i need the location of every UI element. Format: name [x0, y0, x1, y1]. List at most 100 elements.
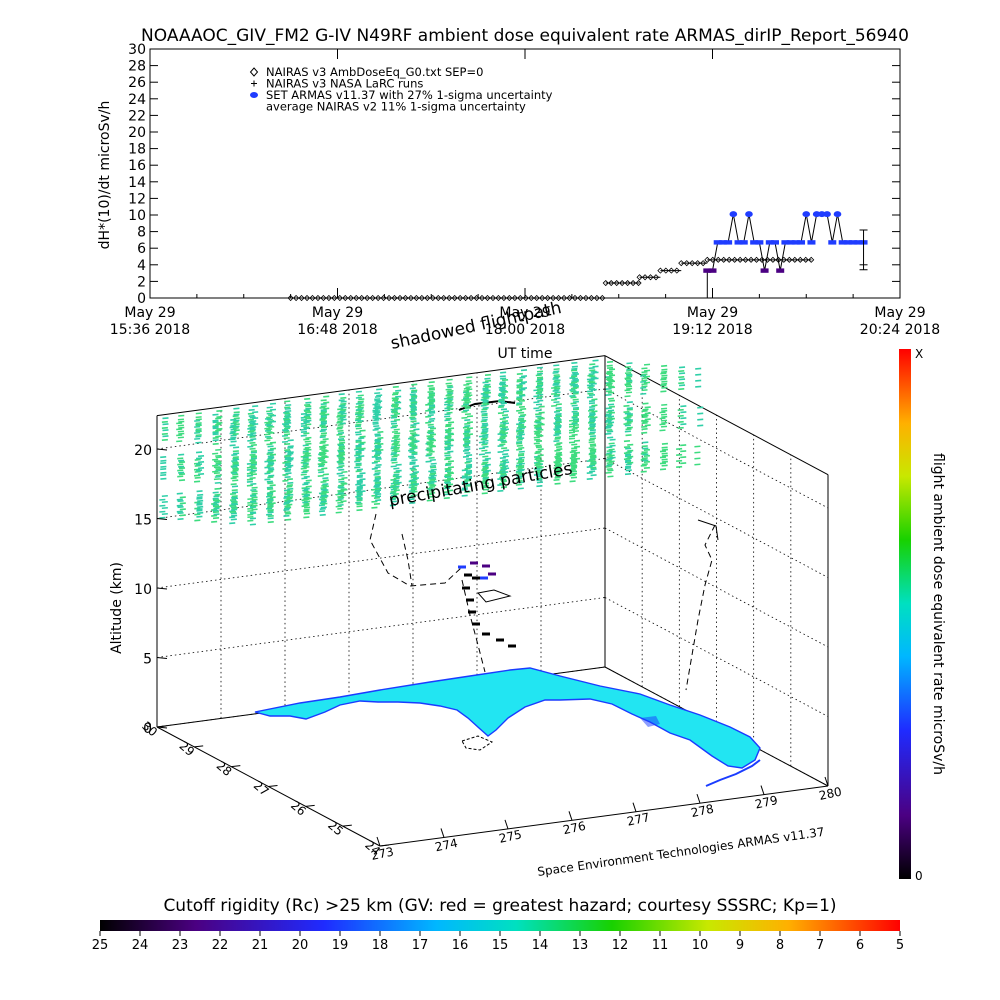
rigidity-dash — [641, 371, 648, 374]
rigidity-dash — [212, 431, 219, 434]
rigidity-dash — [371, 467, 378, 470]
rigidity-dash — [444, 479, 451, 482]
rigidity-dash — [179, 502, 186, 505]
rigidity-dash — [537, 416, 544, 419]
rigidity-dash — [197, 460, 205, 464]
rigidity-dash — [246, 484, 253, 487]
rigidity-dash — [303, 448, 310, 451]
rigidity-dash — [518, 405, 526, 408]
rigidity-dash — [159, 498, 166, 501]
armas-point — [791, 240, 800, 245]
rigidity-dash — [266, 412, 273, 415]
rigidity-dash — [502, 465, 509, 468]
rigidity-dash — [212, 458, 219, 461]
rigidity-dash — [212, 452, 219, 455]
rigidity-dash — [281, 434, 289, 437]
rigidity-dash — [340, 406, 347, 409]
rigidity-dash — [426, 437, 433, 440]
rigidity-dash — [516, 438, 523, 441]
rigidity-dash — [555, 414, 562, 417]
rigidity-dash — [194, 476, 201, 479]
rigidity-dash — [447, 450, 454, 453]
rigidity-dash — [338, 451, 345, 454]
rigidity-dash — [429, 464, 436, 468]
rigidity-dash — [408, 492, 415, 495]
rigidity-dash — [606, 452, 613, 455]
rigidity-dash — [268, 419, 275, 423]
rigidity-dash — [589, 470, 596, 473]
rigidity-dash — [409, 387, 416, 390]
rigidity-dash — [266, 492, 273, 495]
rigidity-dash — [250, 482, 257, 486]
rigidity-dash — [445, 437, 452, 440]
rigidity-dash — [461, 469, 468, 472]
rigidity-dash — [445, 382, 452, 385]
rigidity-dash — [285, 466, 292, 469]
rigidity-dash — [444, 458, 451, 461]
y-tick-label: 8 — [137, 225, 146, 241]
rigidity-dash — [426, 493, 433, 496]
rigidity-dash — [427, 423, 434, 426]
rigidity-dash — [499, 474, 506, 477]
rigidity-dash — [390, 420, 397, 423]
rigidity-dash — [556, 442, 563, 445]
rigidity-dash — [498, 382, 506, 385]
rigidity-dash — [515, 471, 522, 474]
rigidity-dash — [321, 490, 328, 493]
rigidity-dash — [481, 428, 488, 431]
rigidity-dash — [660, 390, 667, 393]
rigidity-dash — [641, 419, 648, 422]
rigidity-dash — [267, 511, 274, 514]
longitude-tick-mark — [568, 811, 573, 821]
rigidity-dash — [267, 457, 274, 460]
rigidity-dash — [466, 472, 473, 475]
x-tick-date: May 29 — [312, 305, 363, 321]
rigidity-dash — [426, 443, 433, 446]
rigidity-dash — [569, 451, 576, 454]
rigidity-dash — [211, 508, 218, 511]
rigidity-dash — [231, 501, 238, 504]
rigidity-dash — [355, 408, 362, 411]
rigidity-dash — [392, 385, 399, 389]
rigidity-dash — [249, 477, 256, 480]
rigidity-dash — [502, 397, 509, 400]
rigidity-dash — [555, 418, 562, 422]
rigidity-tick-label: 5 — [896, 938, 904, 953]
rigidity-dash — [428, 381, 435, 384]
rigidity-dash — [337, 450, 345, 453]
rigidity-dash — [232, 415, 239, 418]
nairas-v3-marker — [683, 260, 690, 267]
rigidity-dash — [374, 440, 381, 443]
rigidity-dash — [374, 434, 381, 437]
rigidity-dash — [642, 453, 649, 456]
rigidity-dash — [250, 512, 257, 515]
rigidity-dash — [661, 380, 668, 383]
rigidity-dash — [287, 439, 294, 442]
rigidity-dash — [322, 479, 329, 482]
rigidity-dash — [249, 471, 256, 474]
rigidity-dash — [247, 430, 254, 433]
rigidity-dash — [266, 431, 273, 434]
rigidity-dash — [572, 392, 579, 395]
armas-point — [724, 240, 733, 245]
rigidity-dash — [608, 386, 616, 389]
rigidity-dash — [356, 482, 363, 485]
rigidity-dash — [266, 501, 273, 504]
rigidity-dash — [229, 438, 236, 441]
rigidity-dash — [537, 460, 544, 463]
rigidity-dash — [359, 435, 366, 438]
rigidity-dash — [464, 418, 471, 422]
rigidity-dash — [411, 459, 418, 462]
rigidity-dash — [533, 407, 540, 410]
rigidity-dash — [322, 438, 329, 441]
rigidity-dash — [608, 460, 615, 463]
rigidity-dash — [444, 434, 452, 437]
rigidity-dash — [606, 423, 613, 426]
rigidity-dash — [624, 467, 632, 470]
rigidity-dash — [536, 481, 544, 484]
rigidity-dash — [231, 496, 238, 499]
rigidity-dash — [231, 497, 239, 500]
armas-point — [718, 240, 727, 245]
rigidity-dash — [195, 430, 202, 433]
rigidity-dash — [411, 484, 418, 487]
